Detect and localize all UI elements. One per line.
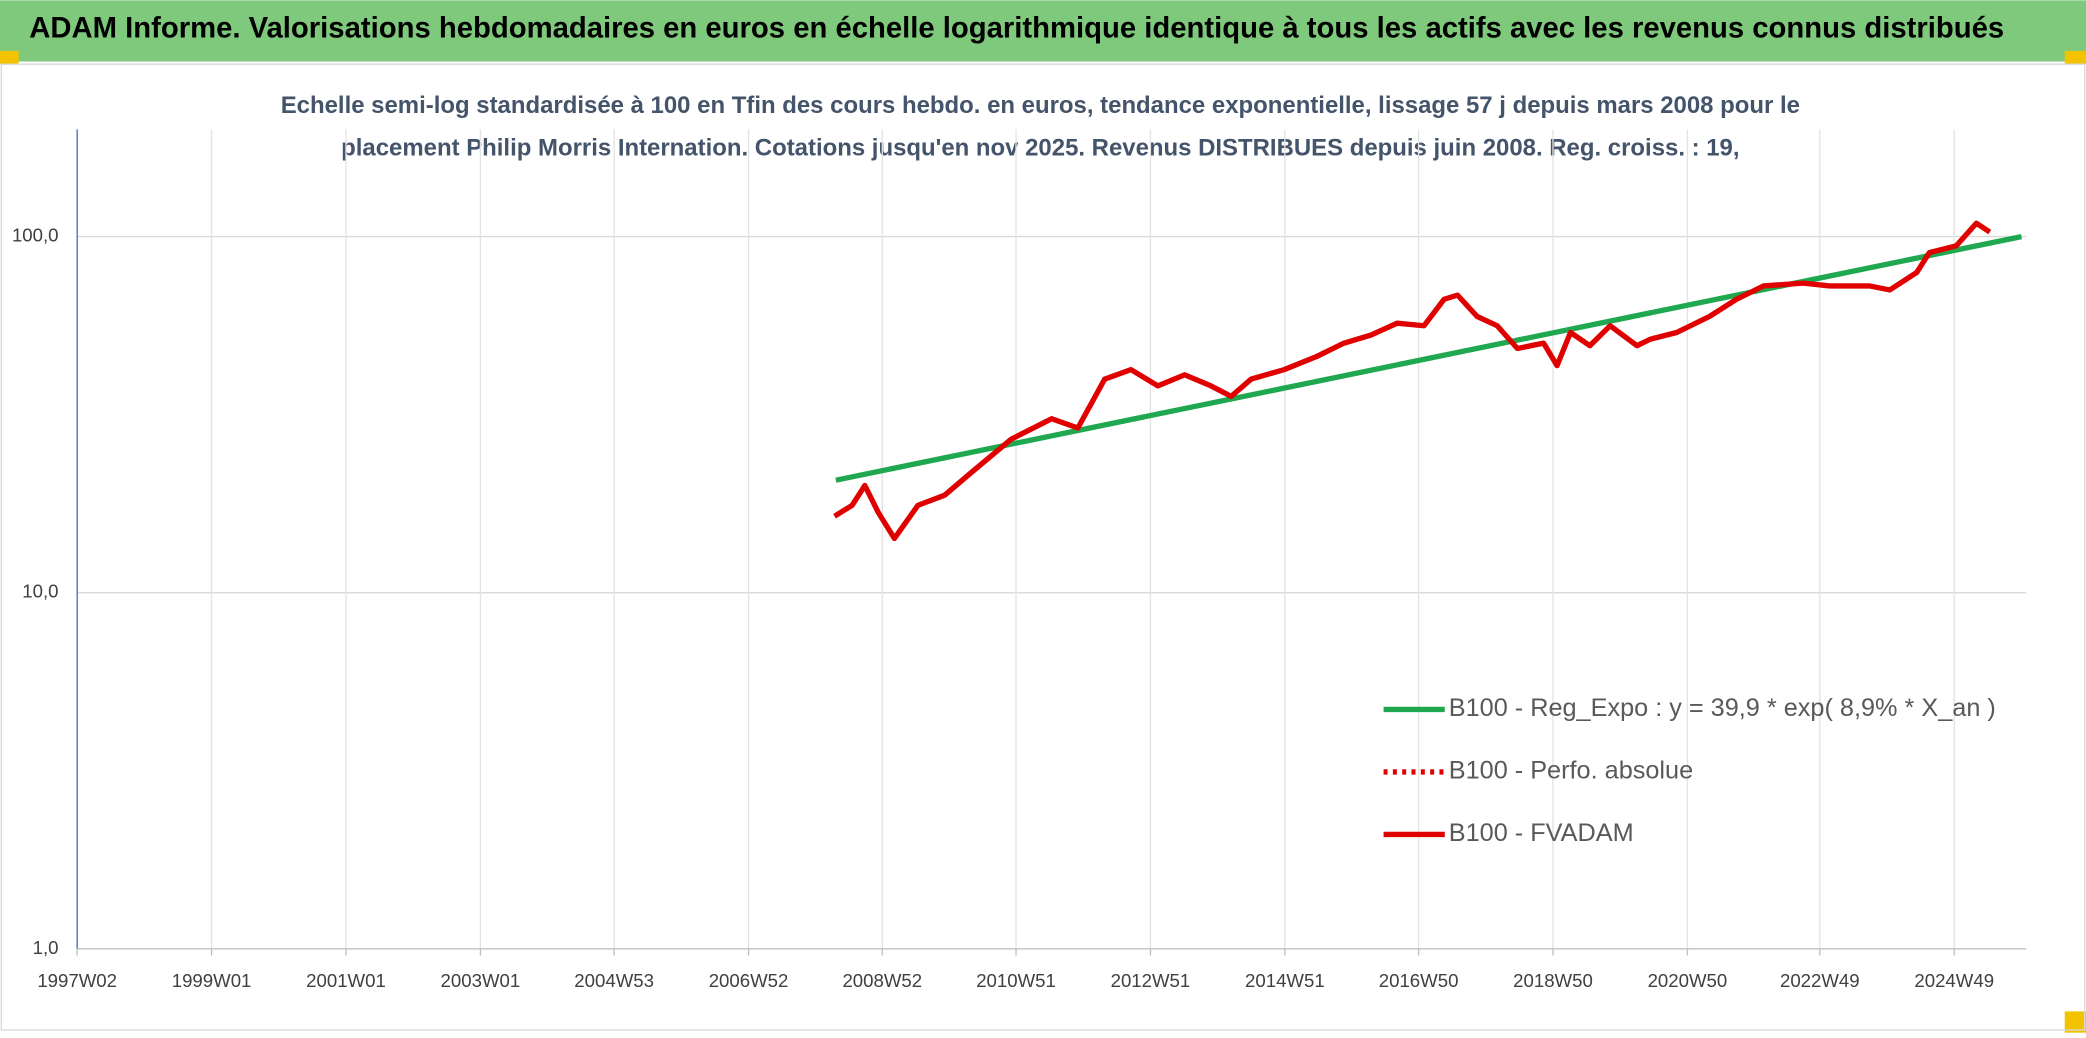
frame bbox=[0, 63, 2086, 1031]
x-tick-label: 1997W02 bbox=[37, 970, 117, 991]
x-tick-label: 2014W51 bbox=[1245, 970, 1325, 991]
chart-subtitle: placement Philip Morris Internation. Cot… bbox=[341, 135, 1739, 162]
legend-label: B100 - Reg_Expo : y = 39,9 * exp( 8,9% *… bbox=[1449, 694, 1996, 722]
chart-subtitle: Echelle semi-log standardisée à 100 en T… bbox=[281, 92, 1800, 119]
x-tick-label: 2012W51 bbox=[1111, 970, 1191, 991]
title-bar bbox=[0, 0, 2086, 62]
x-tick-label: 2008W52 bbox=[842, 970, 922, 991]
x-tick-label: 2003W01 bbox=[441, 970, 521, 991]
series-line bbox=[835, 233, 2023, 483]
corner bbox=[0, 50, 19, 65]
x-tick-label: 2022W49 bbox=[1780, 970, 1860, 991]
legend-label: B100 - FVADAM bbox=[1449, 819, 1634, 847]
y-tick-label: 10,0 bbox=[22, 581, 58, 602]
x-tick-label: 2006W52 bbox=[709, 970, 789, 991]
x-tick-label: 2001W01 bbox=[306, 970, 386, 991]
corner bbox=[2064, 50, 2086, 65]
x-tick-label: 2004W53 bbox=[574, 970, 654, 991]
y-tick-label: 1,0 bbox=[33, 937, 59, 958]
chart-title: ADAM Informe. Valorisations hebdomadaire… bbox=[29, 12, 2004, 44]
legend-label: B100 - Perfo. absolue bbox=[1449, 757, 1693, 785]
x-tick-label: 1999W01 bbox=[172, 970, 252, 991]
y-tick-label: 100,0 bbox=[12, 224, 59, 245]
x-tick-label: 2018W50 bbox=[1513, 970, 1593, 991]
x-tick-label: 2016W50 bbox=[1379, 970, 1459, 991]
series-line bbox=[833, 220, 1992, 542]
x-tick-label: 2010W51 bbox=[976, 970, 1056, 991]
corner bbox=[2064, 1011, 2086, 1033]
x-tick-label: 2024W49 bbox=[1914, 970, 1994, 991]
x-tick-label: 2020W50 bbox=[1648, 970, 1728, 991]
